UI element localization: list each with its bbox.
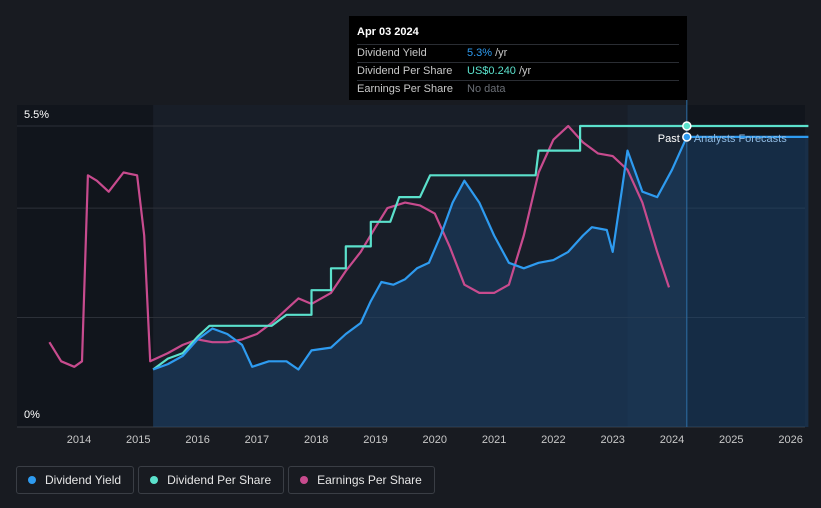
analysts-forecasts-label: Analysts Forecasts (694, 133, 787, 145)
legend-label: Dividend Yield (45, 473, 122, 487)
y-axis-labels: 5.5% 0% (24, 109, 49, 421)
legend-label: Earnings Per Share (317, 473, 422, 487)
past-label: Past (658, 133, 680, 145)
x-tick-label: 2016 (185, 434, 209, 446)
x-tick-label: 2026 (778, 434, 802, 446)
legend-earnings-per-share[interactable]: Earnings Per Share (288, 466, 435, 494)
x-tick-label: 2015 (126, 434, 150, 446)
tooltip-row-earnings-per-share: Earnings Per Share No data (357, 80, 679, 98)
x-tick-label: 2021 (482, 434, 506, 446)
y-tick-label: 0% (24, 409, 40, 421)
tooltip-date: Apr 03 2024 (357, 26, 419, 38)
x-tick-label: 2023 (600, 434, 624, 446)
tooltip-row-dividend-yield: Dividend Yield 5.3% /yr (357, 44, 679, 62)
legend: Dividend Yield Dividend Per Share Earnin… (16, 466, 435, 494)
x-tick-label: 2025 (719, 434, 743, 446)
x-tick-label: 2024 (660, 434, 684, 446)
legend-dot-icon (150, 476, 159, 484)
tooltip-row-dividend-per-share: Dividend Per Share US$0.240 /yr (357, 62, 679, 80)
earnings-per-share-line[interactable] (48, 124, 671, 368)
legend-label: Dividend Per Share (167, 473, 272, 487)
tooltip-unit: /yr (495, 47, 508, 59)
tooltip-unit: /yr (518, 65, 532, 77)
legend-dot-icon (28, 476, 36, 484)
x-axis-labels: 2014 2015 2016 2017 2018 2019 2020 2021 2022 2023… (67, 434, 803, 446)
x-tick-label: 2014 (67, 434, 91, 446)
x-tick-label: 2022 (541, 434, 565, 446)
tooltip-value: 5.3% (467, 47, 493, 59)
tooltip-label: Dividend Yield (357, 47, 427, 59)
tooltip-label: Earnings Per Share (357, 83, 453, 95)
tooltip-label: Dividend Per Share (357, 65, 453, 77)
dividend-yield-line[interactable] (152, 135, 809, 371)
dividend-per-share-line[interactable] (152, 124, 809, 371)
dividend-per-share-marker[interactable] (682, 121, 692, 131)
x-tick-label: 2020 (423, 434, 447, 446)
x-tick-label: 2018 (304, 434, 328, 446)
tooltip-value: No data (467, 83, 506, 95)
x-tick-label: 2017 (245, 434, 269, 446)
tooltip: Apr 03 2024 Dividend Yield 5.3% /yr Divi… (349, 16, 687, 100)
dividend-yield-marker[interactable] (682, 132, 692, 142)
tooltip-value: US$0.240 (467, 65, 516, 77)
x-tick-label: 2019 (363, 434, 387, 446)
legend-dot-icon (300, 476, 309, 484)
y-tick-label: 5.5% (24, 109, 49, 121)
legend-dividend-yield[interactable]: Dividend Yield (16, 466, 135, 494)
legend-dividend-per-share[interactable]: Dividend Per Share (138, 466, 285, 494)
